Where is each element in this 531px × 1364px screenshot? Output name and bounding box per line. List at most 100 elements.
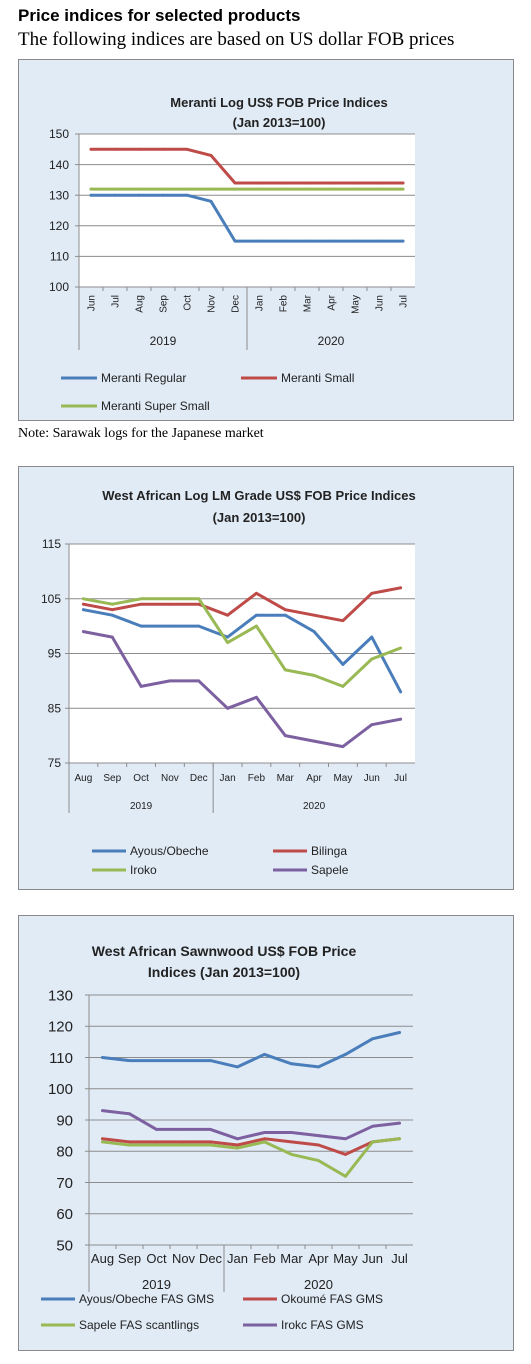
data-point-iroko: [82, 597, 85, 601]
data-point-sapele: [399, 717, 402, 721]
x-group-label: 2020: [303, 801, 326, 812]
data-point-okoum-fas-gms: [236, 1143, 239, 1147]
data-point-sapele-fas-scantlings: [263, 1140, 266, 1144]
data-point-sapele: [168, 679, 172, 683]
legend-label-sapele-fas-scantlings: Sapele FAS scantlings: [79, 1318, 199, 1332]
data-point-bilinga: [226, 613, 229, 617]
y-tick-label: 75: [48, 756, 62, 770]
x-tick-label: Nov: [172, 1251, 196, 1266]
x-tick-label: May: [351, 295, 362, 314]
chart-title: West African Log LM Grade US$ FOB Price …: [102, 488, 416, 503]
data-point-meranti-regular: [377, 239, 381, 243]
page-subtitle: The following indices are based on US do…: [18, 29, 455, 50]
data-point-meranti-super-small: [113, 187, 117, 191]
y-tick-label: 95: [48, 647, 62, 661]
data-point-sapele-fas-scantlings: [155, 1143, 158, 1147]
y-tick-label: 140: [49, 158, 69, 172]
chart-note: Note: Sarawak logs for the Japanese mark…: [18, 426, 264, 441]
data-point-ayous-obeche: [110, 613, 114, 617]
data-point-ayous-obeche: [283, 613, 287, 617]
x-tick-label: Aug: [91, 1251, 114, 1266]
data-point-bilinga: [82, 602, 85, 606]
data-point-sapele: [255, 695, 258, 699]
data-point-sapele-fas-scantlings: [236, 1146, 239, 1150]
data-point-sapele-fas-scantlings: [101, 1140, 104, 1144]
data-point-bilinga: [110, 608, 114, 612]
data-point-okoum-fas-gms: [290, 1140, 293, 1144]
series-line-irokc-fas-gms: [101, 1109, 401, 1141]
y-tick-label: 50: [56, 1237, 73, 1254]
data-point-meranti-regular: [281, 239, 285, 243]
west-african-sawnwood-chart-panel: West African Sawnwood US$ FOB Price Indic…: [18, 915, 514, 1351]
data-point-meranti-super-small: [137, 187, 141, 191]
data-point-meranti-small: [329, 181, 333, 185]
data-point-meranti-super-small: [161, 187, 165, 191]
data-point-meranti-super-small: [209, 187, 213, 191]
data-point-bilinga: [255, 591, 258, 595]
data-point-meranti-small: [281, 181, 285, 185]
data-point-meranti-small: [233, 181, 237, 185]
series-line-sapele: [81, 630, 403, 749]
x-group-label: 2019: [130, 801, 153, 812]
x-tick-label: Dec: [231, 295, 242, 313]
data-point-meranti-regular: [185, 193, 189, 197]
legend-label-meranti-small: Meranti Small: [281, 371, 354, 385]
data-point-meranti-super-small: [377, 187, 381, 191]
y-tick-label: 70: [56, 1175, 73, 1192]
x-tick-label: Sep: [118, 1251, 141, 1266]
x-tick-label: Dec: [199, 1251, 223, 1266]
chart-subtitle: (Jan 2013=100): [213, 510, 306, 525]
data-point-meranti-small: [377, 181, 381, 185]
data-point-iroko: [139, 597, 143, 601]
data-point-ayous-obeche: [399, 690, 402, 694]
data-point-irokc-fas-gms: [371, 1124, 374, 1128]
data-point-bilinga: [283, 608, 287, 612]
x-tick-label: Apr: [308, 1251, 329, 1266]
y-tick-label: 130: [49, 188, 69, 202]
data-point-ayous-obeche-fas-gms: [371, 1037, 374, 1041]
x-tick-label: Jun: [362, 1251, 383, 1266]
data-point-meranti-regular: [209, 199, 213, 203]
y-tick-label: 150: [49, 127, 69, 141]
data-point-sapele: [341, 745, 345, 748]
data-point-sapele: [197, 679, 201, 683]
data-point-iroko: [197, 597, 201, 601]
data-point-meranti-small: [353, 181, 357, 185]
y-tick-label: 85: [48, 701, 62, 715]
data-point-meranti-small: [257, 181, 261, 185]
meranti-chart: Meranti Log US$ FOB Price Indices (Jan 20…: [49, 95, 415, 413]
y-tick-label: 120: [49, 219, 69, 233]
data-point-iroko: [226, 641, 229, 644]
y-tick-label: 90: [56, 1112, 73, 1129]
data-point-ayous-obeche-fas-gms: [101, 1056, 104, 1059]
data-point-sapele-fas-scantlings: [209, 1143, 212, 1147]
data-point-iroko: [255, 624, 258, 628]
x-tick-label: Oct: [183, 295, 194, 311]
data-point-bilinga: [312, 613, 316, 617]
data-point-iroko: [110, 602, 114, 606]
data-point-meranti-small: [89, 147, 93, 151]
x-tick-label: May: [333, 1251, 358, 1266]
data-point-sapele-fas-scantlings: [182, 1143, 185, 1147]
y-tick-label: 110: [50, 250, 69, 264]
data-point-okoum-fas-gms: [182, 1140, 185, 1144]
legend-label-okoum-fas-gms: Okoumé FAS GMS: [281, 1292, 383, 1306]
data-point-meranti-super-small: [89, 187, 93, 191]
data-point-ayous-obeche-fas-gms: [398, 1031, 401, 1034]
data-point-ayous-obeche: [312, 630, 316, 633]
data-point-ayous-obeche: [168, 624, 172, 628]
data-point-ayous-obeche: [82, 608, 85, 612]
data-point-sapele: [110, 635, 114, 639]
data-point-ayous-obeche-fas-gms: [182, 1059, 185, 1063]
data-point-sapele: [226, 706, 229, 710]
data-point-meranti-super-small: [329, 187, 333, 191]
data-point-meranti-super-small: [233, 187, 237, 191]
y-tick-label: 115: [42, 537, 61, 551]
y-tick-label: 60: [56, 1206, 73, 1223]
x-tick-label: Aug: [135, 295, 146, 313]
data-point-bilinga: [197, 602, 201, 606]
data-point-bilinga: [168, 602, 172, 606]
y-tick-label: 100: [49, 280, 69, 294]
x-tick-label: Apr: [327, 294, 338, 310]
data-point-bilinga: [139, 602, 143, 606]
